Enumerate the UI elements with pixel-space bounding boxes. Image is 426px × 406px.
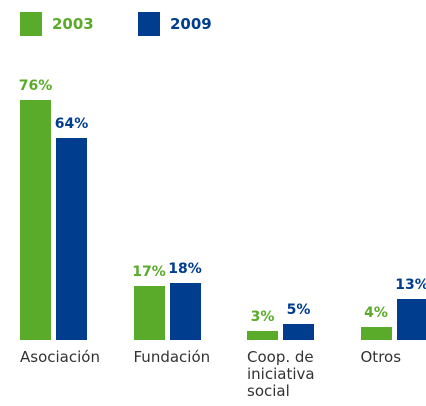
- legend-label: 2009: [170, 15, 212, 33]
- category-label: Otros: [360, 348, 402, 366]
- value-label: 64%: [54, 115, 89, 132]
- category-label: Fundación: [133, 348, 211, 366]
- value-label: 4%: [364, 305, 388, 322]
- legend-swatch: [138, 12, 160, 36]
- bar: [360, 327, 392, 340]
- bar: [56, 137, 87, 340]
- category-label: Asociación: [20, 348, 100, 366]
- legend-label: 2003: [52, 15, 94, 33]
- bar: [396, 298, 426, 340]
- value-label: 18%: [168, 261, 202, 278]
- bar: [133, 286, 165, 340]
- bar: [283, 324, 314, 340]
- category-label: Coop. de iniciativa social: [247, 348, 315, 400]
- value-label: 3%: [250, 308, 275, 325]
- value-label: 76%: [18, 78, 53, 94]
- bar: [169, 283, 201, 340]
- bar: [20, 100, 51, 340]
- legend-swatch: [20, 12, 42, 36]
- value-label: 5%: [286, 302, 311, 319]
- bar: [247, 330, 278, 340]
- value-label: 13%: [395, 276, 426, 293]
- value-label: 17%: [132, 264, 166, 281]
